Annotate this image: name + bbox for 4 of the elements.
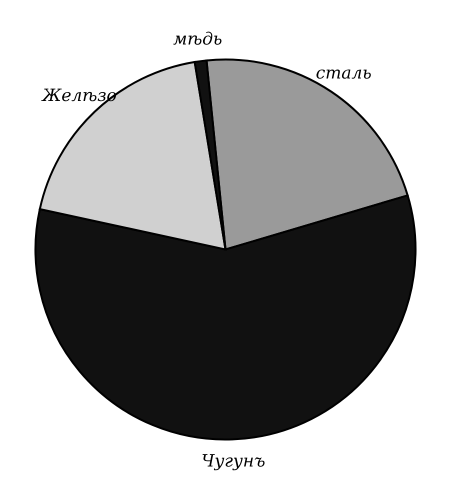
slice-label: Желѣзо — [41, 86, 117, 106]
slice-label: мѣдь — [173, 29, 222, 50]
slice-label: сталь — [316, 63, 372, 84]
slice-label: Чугунъ — [201, 451, 266, 472]
